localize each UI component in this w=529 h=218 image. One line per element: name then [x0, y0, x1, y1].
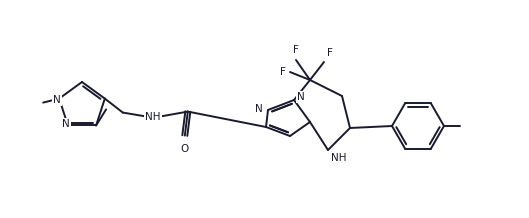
- Text: N: N: [256, 104, 263, 114]
- Text: F: F: [327, 48, 333, 58]
- Text: NH: NH: [331, 153, 346, 163]
- Text: N: N: [62, 119, 70, 129]
- Text: O: O: [181, 144, 189, 154]
- Text: F: F: [280, 67, 286, 77]
- Text: N: N: [297, 92, 305, 102]
- Text: F: F: [293, 45, 299, 55]
- Text: N: N: [53, 95, 61, 105]
- Text: NH: NH: [145, 112, 161, 122]
